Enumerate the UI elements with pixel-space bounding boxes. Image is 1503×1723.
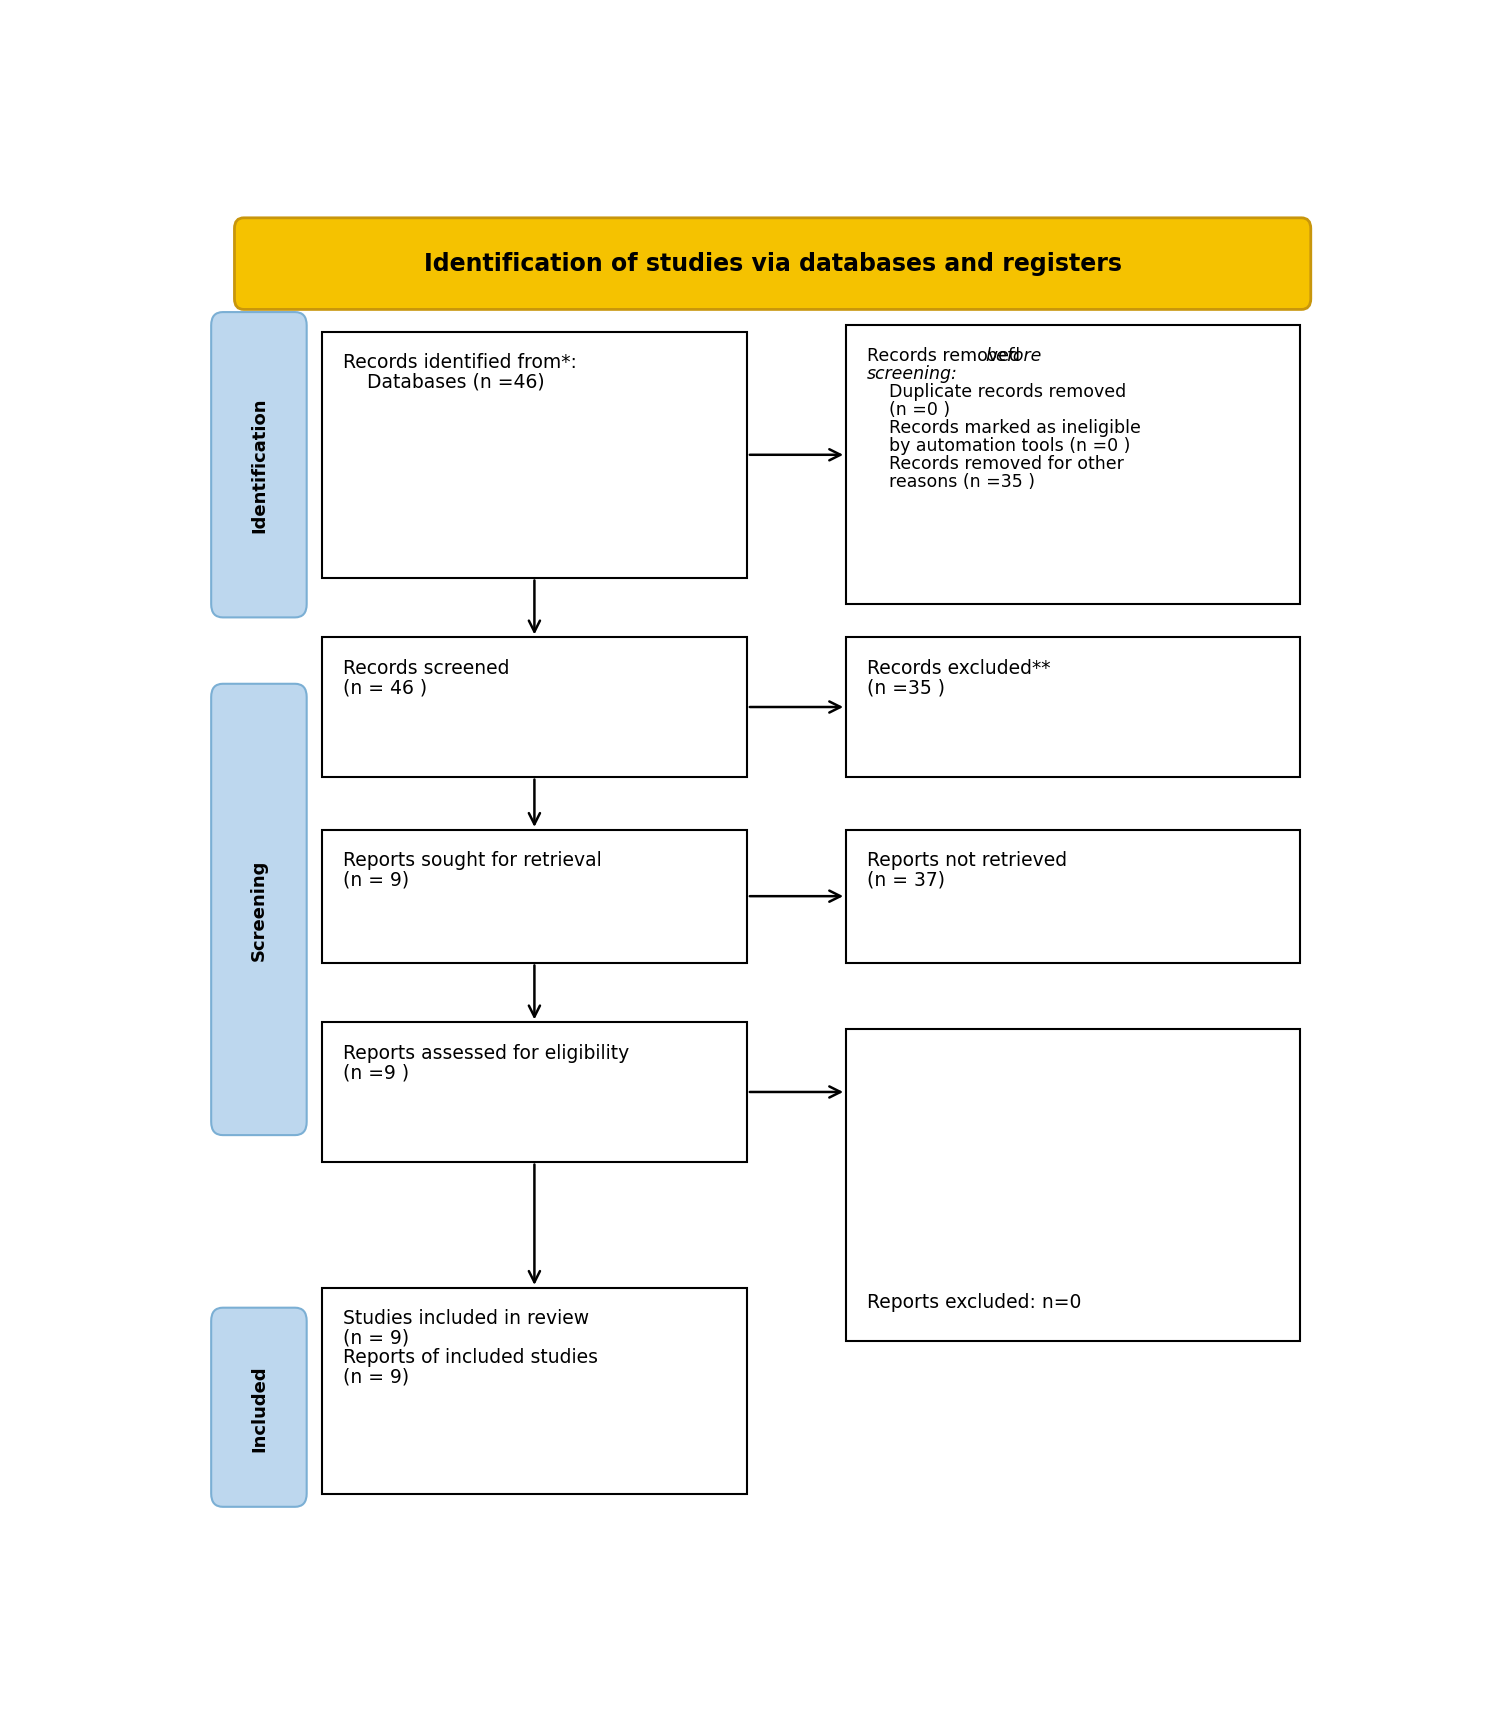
Text: Screening: Screening [249,860,268,961]
FancyBboxPatch shape [322,333,747,579]
Text: (n = 9): (n = 9) [343,1366,409,1385]
FancyBboxPatch shape [210,314,307,619]
Text: (n = 37): (n = 37) [867,870,945,889]
FancyBboxPatch shape [210,684,307,1135]
FancyBboxPatch shape [322,638,747,777]
FancyBboxPatch shape [210,1308,307,1508]
Text: (n =0 ): (n =0 ) [867,400,950,419]
FancyBboxPatch shape [846,326,1300,605]
FancyBboxPatch shape [846,638,1300,777]
Text: Databases (n =46): Databases (n =46) [343,372,544,391]
FancyBboxPatch shape [322,1289,747,1494]
Text: Duplicate records removed: Duplicate records removed [867,383,1126,400]
Text: Records screened: Records screened [343,658,510,677]
Text: Studies included in review: Studies included in review [343,1308,589,1327]
FancyBboxPatch shape [846,830,1300,963]
Text: Identification of studies via databases and registers: Identification of studies via databases … [424,252,1121,276]
Text: Included: Included [249,1365,268,1451]
Text: (n =9 ): (n =9 ) [343,1063,409,1082]
Text: before: before [986,346,1042,365]
Text: Records excluded**: Records excluded** [867,658,1051,677]
Text: screening:: screening: [867,365,957,383]
Text: Reports assessed for eligibility: Reports assessed for eligibility [343,1042,630,1061]
Text: Reports excluded: n=0: Reports excluded: n=0 [867,1292,1081,1311]
Text: Reports sought for retrieval: Reports sought for retrieval [343,851,601,870]
Text: Records removed for other: Records removed for other [867,455,1124,472]
Text: by automation tools (n =0 ): by automation tools (n =0 ) [867,436,1130,455]
Text: (n = 9): (n = 9) [343,870,409,889]
Text: (n = 46 ): (n = 46 ) [343,677,427,696]
Text: reasons (n =35 ): reasons (n =35 ) [867,472,1036,491]
Text: Reports not retrieved: Reports not retrieved [867,851,1067,870]
Text: (n = 9): (n = 9) [343,1328,409,1347]
Text: Records marked as ineligible: Records marked as ineligible [867,419,1141,436]
Text: (n =35 ): (n =35 ) [867,677,945,696]
FancyBboxPatch shape [234,219,1311,310]
Text: Identification: Identification [249,398,268,532]
Text: Reports of included studies: Reports of included studies [343,1347,598,1366]
FancyBboxPatch shape [322,830,747,963]
Text: Records identified from*:: Records identified from*: [343,353,577,372]
FancyBboxPatch shape [322,1023,747,1161]
FancyBboxPatch shape [846,1029,1300,1340]
Text: Records removed: Records removed [867,346,1025,365]
